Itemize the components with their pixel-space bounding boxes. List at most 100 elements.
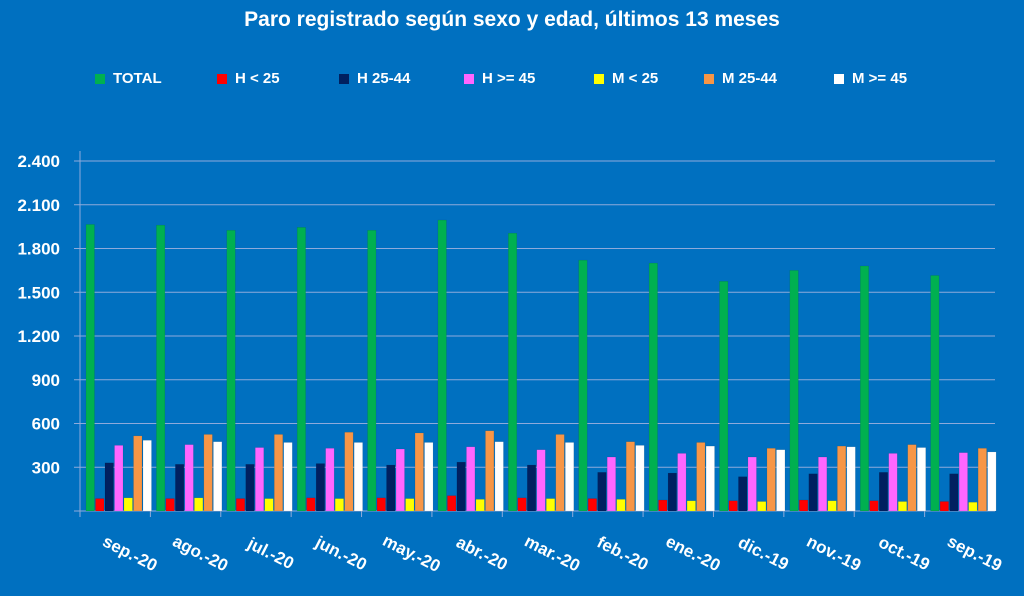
bar-h-25-44 <box>738 476 748 512</box>
legend-item: H 25-44 <box>339 70 464 87</box>
bar-total <box>156 224 166 512</box>
bar-m-25 <box>405 498 415 512</box>
x-tick-label: dic.-19 <box>735 533 792 574</box>
bar-m-25 <box>968 502 978 512</box>
bar-h-25 <box>306 497 316 512</box>
legend-item: TOTAL <box>95 70 217 87</box>
bar-h-25 <box>165 498 175 512</box>
x-tick-label: sep.-19 <box>944 532 1005 576</box>
bar-m-25-44 <box>907 444 917 512</box>
bar-h-25-44 <box>597 472 607 512</box>
x-tick-label: oct.-19 <box>875 533 932 575</box>
bar-m-25-44 <box>696 442 706 512</box>
bar-m-45 <box>353 442 363 512</box>
bar-m-45 <box>987 451 997 512</box>
bar-h-25 <box>236 498 246 512</box>
legend-item: M < 25 <box>594 70 704 87</box>
x-tick-label: ago.-20 <box>170 531 232 575</box>
bar-h-25 <box>376 497 386 512</box>
x-tick-label: mar.-20 <box>521 531 583 575</box>
bar-m-25-44 <box>203 434 213 512</box>
legend-label: H 25-44 <box>357 70 411 87</box>
x-tick-label: nov.-19 <box>804 532 865 575</box>
bar-m-25 <box>475 499 485 512</box>
bar-m-45 <box>213 441 223 512</box>
legend-label: TOTAL <box>113 70 162 87</box>
legend-item: H >= 45 <box>464 70 594 87</box>
y-tick-label: 1.200 <box>17 327 60 346</box>
legend-item: M 25-44 <box>704 70 834 87</box>
legend-label: H < 25 <box>235 70 280 87</box>
y-tick-label: 2.400 <box>17 152 60 171</box>
bar-m-45 <box>424 442 434 512</box>
bar-h-25-44 <box>386 464 396 512</box>
bar-m-45 <box>635 445 645 512</box>
x-tick-label: abr.-20 <box>453 533 510 575</box>
legend-label: M >= 45 <box>852 70 908 87</box>
bar-m-25-44 <box>625 441 635 512</box>
bar-m-45 <box>494 441 504 512</box>
bar-m-25-44 <box>274 434 284 512</box>
bar-h-45 <box>818 456 828 512</box>
x-tick-label: feb.-20 <box>594 533 651 575</box>
bar-h-25-44 <box>175 464 185 512</box>
bar-m-45 <box>565 442 575 512</box>
y-tick-label: 300 <box>32 458 60 477</box>
bar-total <box>226 230 236 512</box>
y-tick-label: 600 <box>32 415 60 434</box>
bar-h-25-44 <box>527 464 537 512</box>
legend-swatch <box>834 73 844 84</box>
bar-m-25-44 <box>766 448 776 512</box>
bar-h-45 <box>888 453 898 512</box>
bar-m-25 <box>757 501 767 512</box>
bar-h-45 <box>747 456 757 512</box>
bar-h-25 <box>447 495 457 512</box>
bar-m-25-44 <box>344 432 354 512</box>
y-tick-label: 900 <box>32 371 60 390</box>
bar-h-25-44 <box>667 472 677 512</box>
bar-h-25 <box>869 500 879 512</box>
bar-m-45 <box>916 447 926 512</box>
legend-item: M >= 45 <box>834 70 954 87</box>
bar-total <box>859 265 869 512</box>
legend-label: M < 25 <box>612 70 659 87</box>
bar-m-45 <box>705 445 715 512</box>
y-tick-label: 2.100 <box>17 196 60 215</box>
bar-h-25-44 <box>315 463 325 512</box>
x-tick-label: jul.-20 <box>244 533 297 573</box>
bar-h-25 <box>587 498 597 512</box>
bar-m-25-44 <box>555 434 565 512</box>
bar-total <box>437 219 447 512</box>
bar-m-25 <box>334 498 344 512</box>
legend-swatch <box>95 73 105 84</box>
bar-h-25 <box>517 497 527 512</box>
bar-m-25-44 <box>485 430 495 512</box>
bar-h-45 <box>536 449 546 512</box>
bar-h-45 <box>606 456 616 512</box>
bar-h-45 <box>466 446 476 512</box>
bar-m-25-44 <box>414 432 424 512</box>
chart-title: Paro registrado según sexo y edad, últim… <box>244 8 780 31</box>
bar-h-25-44 <box>456 461 466 512</box>
bar-m-45 <box>846 446 856 512</box>
bar-m-25 <box>194 497 204 512</box>
bar-total <box>789 270 799 512</box>
legend-swatch <box>217 73 227 84</box>
bar-h-25-44 <box>878 472 888 512</box>
bar-total <box>648 262 658 512</box>
legend-label: M 25-44 <box>722 70 778 87</box>
bar-h-45 <box>325 448 335 512</box>
bar-m-25 <box>686 500 696 512</box>
bar-h-45 <box>114 445 124 512</box>
bar-m-25-44 <box>133 435 143 512</box>
x-tick-label: jun.-20 <box>312 532 370 574</box>
x-tick-label: ene.-20 <box>663 532 724 576</box>
legend-label: H >= 45 <box>482 70 536 87</box>
bar-total <box>719 281 729 512</box>
bar-h-25 <box>95 498 105 512</box>
x-tick-label: may.-20 <box>380 531 444 576</box>
legend-swatch <box>464 73 474 84</box>
bar-h-25 <box>939 501 949 512</box>
legend-swatch <box>339 73 349 84</box>
